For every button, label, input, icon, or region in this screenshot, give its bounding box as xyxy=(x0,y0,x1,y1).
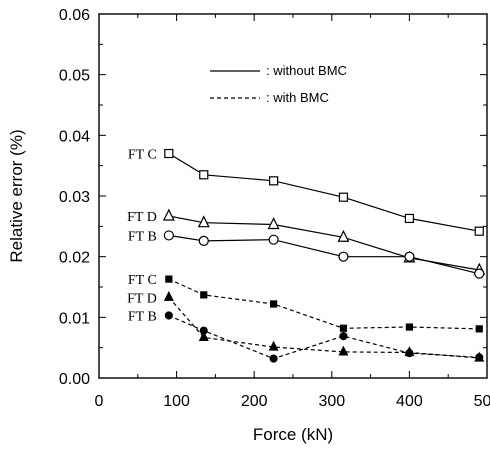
series-label: FT B xyxy=(128,229,157,244)
circle-marker xyxy=(405,349,414,358)
y-axis-label: Relative error (%) xyxy=(7,129,26,262)
circle-marker xyxy=(339,332,348,341)
tick-group xyxy=(98,13,488,379)
square-marker xyxy=(339,324,348,332)
x-tick-label: 400 xyxy=(396,393,423,410)
marker-group xyxy=(162,148,486,363)
legend: : without BMC : with BMC xyxy=(210,63,347,105)
square-marker xyxy=(269,176,279,186)
series-label: FT B xyxy=(128,310,157,325)
x-tick-label: 500 xyxy=(474,393,490,410)
circle-marker xyxy=(475,353,484,362)
circle-marker xyxy=(199,326,208,335)
triangle-marker xyxy=(198,331,209,341)
y-tick-label: 0.05 xyxy=(59,68,90,85)
square-marker xyxy=(270,300,278,308)
tick-label-group: 0 100 200 300 400 500 0.00 0.01 0.02 0.03 0.04 0.05… xyxy=(59,7,490,410)
square-marker xyxy=(165,275,173,283)
x-axis-label: Force (kN) xyxy=(253,425,333,444)
legend-dashed-label: : with BMC xyxy=(266,90,329,105)
y-tick-label: 0.06 xyxy=(59,7,90,24)
y-tick-label: 0.04 xyxy=(59,128,90,145)
triangle-marker xyxy=(337,229,350,242)
series-line-5 xyxy=(168,296,480,359)
circle-marker xyxy=(269,354,278,363)
y-tick-label: 0.01 xyxy=(59,310,90,327)
circle-marker xyxy=(163,230,174,241)
triangle-marker xyxy=(163,290,174,301)
circle-marker xyxy=(198,235,209,246)
square-marker xyxy=(404,213,414,224)
circle-marker xyxy=(474,268,485,279)
series-label: FT C xyxy=(128,273,157,288)
circle-marker xyxy=(268,234,279,245)
square-marker xyxy=(199,170,209,180)
square-marker xyxy=(164,148,174,159)
triangle-marker xyxy=(162,208,175,221)
legend-solid-label: : without BMC xyxy=(266,63,347,78)
y-tick-label: 0.02 xyxy=(59,250,90,267)
series-label: FT D xyxy=(127,291,157,306)
series-line-6 xyxy=(168,314,480,360)
y-tick-label: 0.03 xyxy=(59,189,90,206)
square-marker xyxy=(405,323,413,331)
series-label: FT D xyxy=(127,210,157,225)
square-marker xyxy=(474,226,484,236)
series-line-group xyxy=(168,152,480,360)
x-tick-label: 100 xyxy=(163,393,190,410)
series-label-group: FT C FT D FT B FT C FT D FT B xyxy=(127,148,157,325)
series-line-4 xyxy=(168,278,480,330)
triangle-marker xyxy=(338,345,349,356)
circle-marker xyxy=(338,251,349,262)
square-marker xyxy=(200,291,208,299)
x-tick-label: 300 xyxy=(318,393,345,410)
x-tick-label: 200 xyxy=(241,393,268,410)
circle-marker xyxy=(164,311,173,320)
triangle-marker xyxy=(267,217,280,230)
circle-marker xyxy=(404,251,415,262)
triangle-marker xyxy=(268,340,279,351)
square-marker xyxy=(338,192,349,202)
y-tick-label: 0.00 xyxy=(59,371,90,388)
x-tick-label: 0 xyxy=(95,393,104,410)
series-line-1 xyxy=(168,152,480,232)
series-label: FT C xyxy=(128,148,157,163)
triangle-marker xyxy=(197,215,210,228)
square-marker xyxy=(475,325,483,333)
series-line-3 xyxy=(168,234,480,275)
